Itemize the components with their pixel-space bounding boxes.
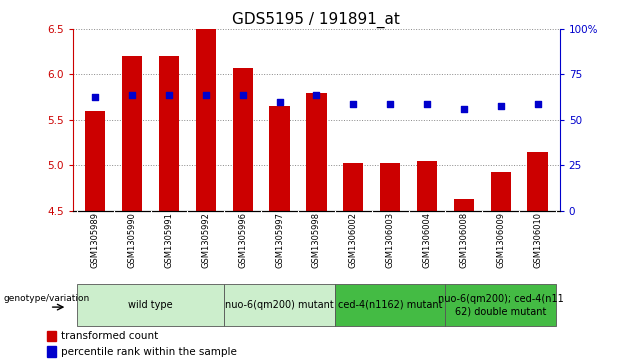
Text: percentile rank within the sample: percentile rank within the sample: [61, 347, 237, 356]
Text: GSM1306008: GSM1306008: [459, 212, 468, 268]
Point: [127, 93, 137, 98]
Text: GSM1305997: GSM1305997: [275, 212, 284, 268]
Text: nuo-6(qm200); ced-4(n11
62) double mutant: nuo-6(qm200); ced-4(n11 62) double mutan…: [438, 294, 563, 316]
Bar: [343, 163, 363, 211]
Text: nuo-6(qm200) mutant: nuo-6(qm200) mutant: [225, 300, 334, 310]
Bar: [335, 284, 445, 326]
Text: GSM1306009: GSM1306009: [496, 212, 505, 268]
Point: [459, 106, 469, 112]
Point: [532, 102, 543, 107]
Text: GSM1305989: GSM1305989: [91, 212, 100, 268]
Bar: [46, 331, 56, 341]
Point: [312, 93, 321, 98]
Bar: [85, 111, 106, 211]
Text: wild type: wild type: [128, 300, 173, 310]
Text: genotype/variation: genotype/variation: [4, 294, 90, 303]
Bar: [380, 163, 400, 211]
Point: [90, 94, 100, 100]
Text: GSM1306002: GSM1306002: [349, 212, 358, 268]
Bar: [233, 68, 253, 211]
Bar: [122, 56, 142, 211]
Bar: [225, 284, 335, 326]
Bar: [417, 160, 437, 211]
Bar: [527, 151, 548, 211]
Point: [495, 103, 506, 109]
Text: GSM1306003: GSM1306003: [385, 212, 394, 268]
Text: GSM1305992: GSM1305992: [202, 212, 211, 268]
Text: GSM1305996: GSM1305996: [238, 212, 247, 268]
Bar: [159, 56, 179, 211]
Bar: [46, 346, 56, 357]
Bar: [196, 29, 216, 211]
Bar: [307, 93, 326, 211]
Point: [385, 102, 395, 107]
Text: GSM1306010: GSM1306010: [533, 212, 542, 268]
Text: ced-4(n1162) mutant: ced-4(n1162) mutant: [338, 300, 443, 310]
Text: GSM1305998: GSM1305998: [312, 212, 321, 268]
Bar: [453, 199, 474, 211]
Point: [164, 93, 174, 98]
Point: [422, 102, 432, 107]
Title: GDS5195 / 191891_at: GDS5195 / 191891_at: [233, 12, 400, 28]
Bar: [445, 284, 556, 326]
Text: transformed count: transformed count: [61, 331, 158, 341]
Point: [238, 93, 248, 98]
Point: [275, 99, 285, 105]
Text: GSM1305991: GSM1305991: [165, 212, 174, 268]
Text: GSM1305990: GSM1305990: [128, 212, 137, 268]
Point: [201, 93, 211, 98]
Bar: [490, 172, 511, 211]
Bar: [77, 284, 225, 326]
Text: GSM1306004: GSM1306004: [422, 212, 431, 268]
Point: [348, 102, 358, 107]
Bar: [270, 106, 289, 211]
